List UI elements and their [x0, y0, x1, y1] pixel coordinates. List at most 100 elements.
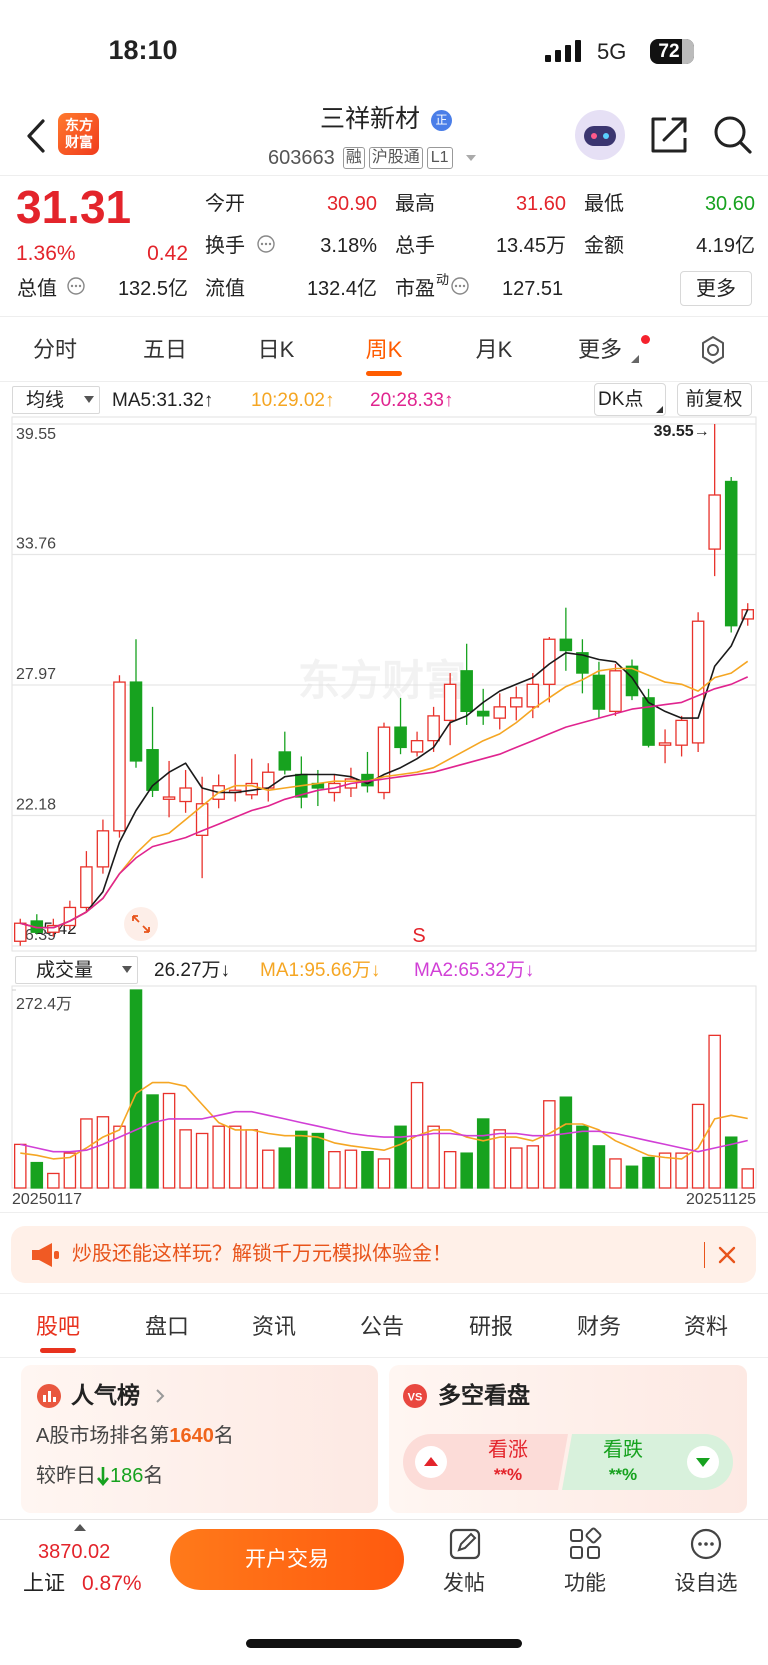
candle-body [460, 670, 473, 713]
adjust-button[interactable] [677, 383, 752, 416]
volume-bar [80, 1118, 93, 1189]
watchlist-icon[interactable] [689, 1527, 723, 1561]
rank-value: 1640 [169, 1425, 214, 1447]
tag: L1 [426, 147, 453, 169]
sentiment-pills[interactable] [403, 1433, 733, 1491]
candle-body [129, 681, 143, 762]
tab[interactable]: 资料 [683, 1314, 729, 1339]
candle-body [642, 697, 655, 746]
field-value: 127.51 [502, 278, 564, 300]
tab[interactable]: 更多 [577, 337, 623, 362]
promo-text[interactable]: 炒股还能这样玩？解锁千万元模拟体验金！ [72, 1243, 452, 1265]
dropdown-arrow[interactable] [463, 153, 479, 163]
settings-button[interactable] [697, 334, 729, 366]
tab[interactable]: 周K [365, 337, 403, 362]
more-button[interactable] [680, 271, 752, 306]
divider [0, 1293, 768, 1294]
candle-body [509, 697, 523, 708]
date-end: 20251125 [686, 1191, 756, 1208]
bull-label[interactable]: 看涨 [488, 1439, 528, 1461]
home-indicator [246, 1639, 522, 1648]
indicator-selector-label[interactable]: 均线 [26, 390, 65, 411]
adjust-label[interactable]: 前复权 [685, 389, 743, 410]
volume-selector-label[interactable]: 成交量 [36, 960, 94, 981]
volume-selector[interactable] [15, 956, 138, 984]
tab[interactable]: 公告 [359, 1314, 405, 1339]
action-label[interactable]: 功能 [564, 1572, 606, 1595]
candle-body [394, 726, 407, 749]
candle-body [361, 773, 374, 787]
more-button-label[interactable]: 更多 [696, 278, 736, 300]
close-button[interactable] [718, 1246, 736, 1264]
badge: 正 [431, 110, 452, 131]
candle-body [328, 782, 341, 794]
index-name[interactable]: 上证 [23, 1572, 65, 1595]
status-time: 18:10 [108, 35, 178, 65]
volume-bar [460, 1152, 473, 1189]
candle-body [724, 480, 738, 627]
volume-legend: 26.27万↓ [154, 960, 231, 981]
action-label[interactable]: 发帖 [443, 1572, 485, 1595]
candle-body [493, 706, 507, 719]
assistant-avatar[interactable] [572, 108, 628, 162]
stock-code: 603663 [268, 147, 335, 169]
rank-change-value: 186 [110, 1465, 144, 1487]
candle-body [443, 683, 457, 722]
volume-bar [609, 1158, 622, 1189]
index-change[interactable]: 0.87% [82, 1572, 142, 1595]
volume-bar [228, 1125, 242, 1189]
tab[interactable]: 研报 [468, 1314, 514, 1339]
trade-button-label[interactable]: 开户交易 [245, 1548, 329, 1571]
search-button[interactable] [712, 114, 754, 156]
function-icon[interactable] [568, 1527, 602, 1561]
info-icon[interactable] [66, 276, 86, 296]
back-button[interactable] [24, 118, 48, 154]
rank-row: A股市场排名第 1640 名 [36, 1426, 234, 1446]
field-value: 3.18% [320, 235, 377, 257]
megaphone-icon [32, 1243, 59, 1267]
tab[interactable]: 资讯 [251, 1314, 297, 1339]
dropdown-arrow [84, 396, 94, 403]
info-icon[interactable] [450, 276, 470, 296]
stock-name: 三祥新材 [319, 105, 421, 133]
index-value[interactable]: 3870.02 [38, 1541, 111, 1563]
candle-body [708, 494, 721, 550]
tab[interactable]: 盘口 [144, 1314, 190, 1339]
logo-box[interactable] [58, 113, 99, 155]
candle-body [691, 620, 705, 744]
field-label-sup: 动 [436, 272, 450, 287]
volume-bar [509, 1147, 523, 1189]
share-button[interactable] [648, 114, 690, 156]
corner-triangle [656, 406, 663, 413]
post-icon[interactable] [448, 1527, 482, 1561]
promo-banner[interactable] [11, 1226, 756, 1283]
y-tick-label: 16.39 [16, 927, 56, 944]
signal-marker: S [412, 925, 425, 947]
chevron [156, 1389, 165, 1403]
tab[interactable]: 财务 [576, 1314, 622, 1339]
tab[interactable]: 月K [475, 337, 513, 362]
tab[interactable]: 股吧 [35, 1314, 81, 1339]
indicator-selector[interactable] [12, 386, 100, 414]
tab[interactable]: 分时 [32, 337, 78, 362]
info-icon[interactable] [256, 234, 276, 254]
tab[interactable]: 日K [257, 337, 295, 362]
candle-body [311, 782, 325, 789]
volume-bar [592, 1145, 606, 1189]
logo-text: 东方财富 [65, 117, 93, 150]
expand-button[interactable] [124, 907, 158, 941]
banner-divider [704, 1242, 705, 1268]
candle-body [295, 773, 308, 798]
divider [0, 1212, 768, 1213]
bear-value: **% [608, 1465, 638, 1484]
tab[interactable]: 五日 [142, 337, 188, 362]
field-label: 金额 [584, 235, 624, 257]
bear-label[interactable]: 看跌 [603, 1439, 643, 1461]
trade-button[interactable] [170, 1529, 404, 1590]
candle-body [228, 789, 242, 794]
dk-button[interactable] [594, 383, 666, 416]
candle-body [576, 652, 589, 674]
popularity-card[interactable] [21, 1365, 378, 1513]
dk-label[interactable]: DK点 [598, 389, 644, 410]
action-label[interactable]: 设自选 [674, 1572, 738, 1595]
